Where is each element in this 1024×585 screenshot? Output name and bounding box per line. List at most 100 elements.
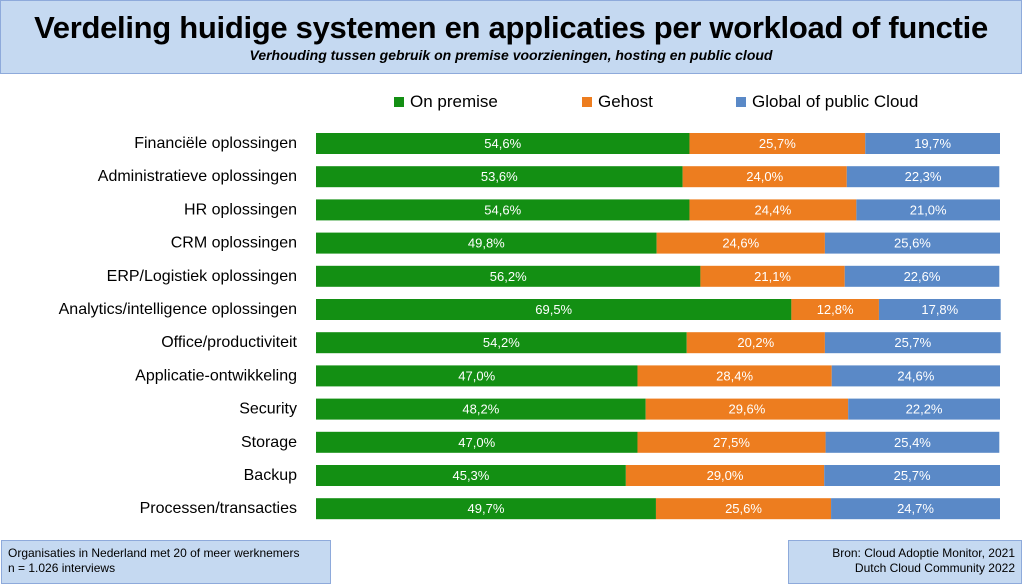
bar-global-of-public-cloud-crm-oplossingen [824,232,1000,254]
category-label-hr-oplossingen: HR oplossingen [184,201,297,218]
data-label-global-of-public-cloud-security: 22,2% [906,402,943,417]
sample-info-line2: n = 1.026 interviews [8,561,116,575]
bar-on-premise-office-productiviteit [316,332,687,354]
data-label-gehost-administratieve-oplossingen: 24,0% [746,169,783,184]
source-box: Bron: Cloud Adoptie Monitor, 2021 Dutch … [788,540,1022,584]
bar-on-premise-storage [316,431,638,453]
chart-header: Verdeling huidige systemen en applicatie… [0,0,1022,74]
bar-on-premise-security [316,398,646,420]
data-label-on-premise-office-productiviteit: 54,2% [483,335,520,350]
bar-global-of-public-cloud-storage [825,431,1000,453]
data-label-gehost-crm-oplossingen: 24,6% [722,236,759,251]
data-label-gehost-storage: 27,5% [713,435,750,450]
bar-gehost-security [645,398,849,420]
category-label-crm-oplossingen: CRM oplossingen [171,235,297,252]
bar-on-premise-financiele-oplossingen [316,133,690,154]
data-label-global-of-public-cloud-analytics-intelligence-oplossingen: 17,8% [921,302,958,317]
bar-gehost-financiele-oplossingen [689,133,866,154]
bar-global-of-public-cloud-hr-oplossingen [856,199,1000,221]
source-line1: Bron: Cloud Adoptie Monitor, 2021 [832,546,1015,560]
bar-global-of-public-cloud-administratieve-oplossingen [846,166,1000,188]
bar-global-of-public-cloud-applicatie-ontwikkeling [831,365,1000,387]
data-label-on-premise-hr-oplossingen: 54,6% [484,202,521,217]
category-label-financiele-oplossingen: Financiële oplossingen [134,135,297,152]
data-label-on-premise-storage: 47,0% [458,435,495,450]
legend-label-gehost: Gehost [598,92,653,111]
data-label-on-premise-applicatie-ontwikkeling: 47,0% [458,368,495,383]
data-label-global-of-public-cloud-office-productiviteit: 25,7% [894,335,931,350]
data-label-gehost-hr-oplossingen: 24,4% [754,202,791,217]
bar-on-premise-erp-logistiek-oplossingen [316,265,701,287]
category-label-office-productiviteit: Office/productiviteit [161,334,297,351]
category-label-storage: Storage [241,434,297,451]
data-label-global-of-public-cloud-processen-transacties: 24,7% [897,501,934,516]
bar-gehost-storage [637,431,826,453]
bar-global-of-public-cloud-financiele-oplossingen [865,133,1000,154]
data-label-global-of-public-cloud-storage: 25,4% [894,435,931,450]
chart-legend: On premise Gehost Global of public Cloud [0,92,1024,112]
chart-subtitle: Verhouding tussen gebruik on premise voo… [249,47,773,63]
bar-on-premise-backup [316,465,626,486]
data-label-on-premise-crm-oplossingen: 49,8% [468,236,505,251]
data-label-global-of-public-cloud-administratieve-oplossingen: 22,3% [905,169,942,184]
data-label-on-premise-erp-logistiek-oplossingen: 56,2% [490,269,527,284]
data-label-on-premise-backup: 45,3% [452,468,489,483]
category-label-security: Security [239,401,297,418]
bar-global-of-public-cloud-analytics-intelligence-oplossingen [878,299,1001,320]
bar-on-premise-administratieve-oplossingen [316,166,683,188]
bar-on-premise-analytics-intelligence-oplossingen [316,299,792,320]
category-label-analytics-intelligence-oplossingen: Analytics/intelligence oplossingen [59,301,297,318]
legend-swatch-public-cloud [736,97,746,107]
bar-gehost-analytics-intelligence-oplossingen [791,299,879,320]
bar-gehost-hr-oplossingen [689,199,857,221]
data-label-gehost-office-productiviteit: 20,2% [737,335,774,350]
category-label-applicatie-ontwikkeling: Applicatie-ontwikkeling [135,367,297,384]
data-label-on-premise-analytics-intelligence-oplossingen: 69,5% [535,302,572,317]
bar-global-of-public-cloud-office-productiviteit [824,332,1001,354]
data-label-on-premise-financiele-oplossingen: 54,6% [484,136,521,151]
stacked-bar-chart: Financiële oplossingen 54,6% 25,7% 19,7% Adm… [59,133,1001,520]
legend-label-on-premise: On premise [410,92,498,111]
bar-gehost-erp-logistiek-oplossingen [700,265,845,287]
data-label-global-of-public-cloud-financiele-oplossingen: 19,7% [914,136,951,151]
data-label-global-of-public-cloud-hr-oplossingen: 21,0% [910,202,947,217]
bar-on-premise-crm-oplossingen [316,232,657,254]
data-label-on-premise-processen-transacties: 49,7% [468,501,505,516]
data-label-gehost-financiele-oplossingen: 25,7% [759,136,796,151]
sample-info-line1: Organisaties in Nederland met 20 of meer… [8,546,300,560]
bar-gehost-administratieve-oplossingen [682,166,847,188]
category-label-processen-transacties: Processen/transacties [140,500,297,517]
chart-title: Verdeling huidige systemen en applicatie… [34,10,988,45]
bar-on-premise-processen-transacties [316,498,656,520]
legend-item-on-premise: On premise [394,92,498,112]
data-label-global-of-public-cloud-erp-logistiek-oplossingen: 22,6% [904,269,941,284]
data-label-gehost-backup: 29,0% [707,468,744,483]
data-label-global-of-public-cloud-backup: 25,7% [894,468,931,483]
legend-swatch-on-premise [394,97,404,107]
category-label-backup: Backup [244,467,297,484]
data-label-gehost-security: 29,6% [728,402,765,417]
legend-item-gehost: Gehost [582,92,653,112]
bar-gehost-office-productiviteit [686,332,825,354]
bar-gehost-applicatie-ontwikkeling [637,365,832,387]
bar-global-of-public-cloud-security [848,398,1000,420]
legend-swatch-gehost [582,97,592,107]
bar-global-of-public-cloud-erp-logistiek-oplossingen [844,265,1000,287]
data-label-gehost-applicatie-ontwikkeling: 28,4% [716,368,753,383]
data-label-global-of-public-cloud-crm-oplossingen: 25,6% [894,236,931,251]
bar-on-premise-applicatie-ontwikkeling [316,365,638,387]
data-label-on-premise-security: 48,2% [462,402,499,417]
bar-gehost-processen-transacties [655,498,832,520]
category-label-erp-logistiek-oplossingen: ERP/Logistiek oplossingen [107,268,297,285]
bar-global-of-public-cloud-processen-transacties [831,498,1000,520]
data-label-gehost-analytics-intelligence-oplossingen: 12,8% [817,302,854,317]
source-line2: Dutch Cloud Community 2022 [854,561,1015,575]
bar-on-premise-hr-oplossingen [316,199,690,221]
data-label-on-premise-administratieve-oplossingen: 53,6% [481,169,518,184]
data-label-gehost-erp-logistiek-oplossingen: 21,1% [754,269,791,284]
legend-item-public-cloud: Global of public Cloud [736,92,918,112]
data-label-global-of-public-cloud-applicatie-ontwikkeling: 24,6% [897,368,934,383]
bar-global-of-public-cloud-backup [824,465,1000,486]
bar-gehost-backup [625,465,825,486]
bar-gehost-crm-oplossingen [656,232,825,254]
